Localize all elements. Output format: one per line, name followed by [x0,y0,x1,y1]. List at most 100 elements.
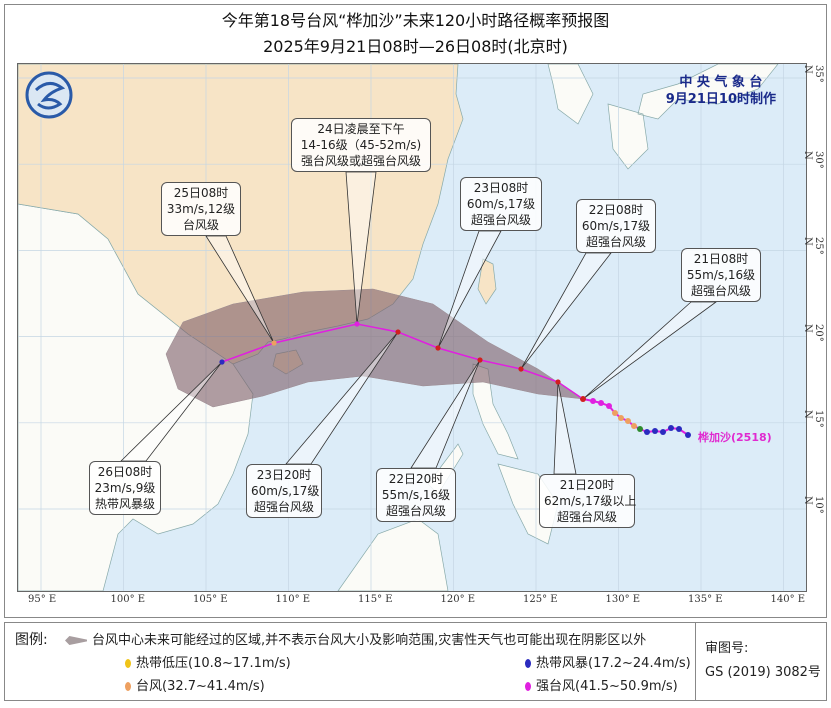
past-track-point [631,423,637,429]
legend-cone-label: 台风中心未来可能经过的区域,并不表示台风大小及影响范围,灾害性天气也可能出现在阴… [92,633,647,648]
legend-cone-item: 台风中心未来可能经过的区域,并不表示台风大小及影响范围,灾害性天气也可能出现在阴… [65,629,646,648]
callout-line: 24日凌晨至下午 [317,122,405,136]
intensity-dot-icon [525,659,531,668]
callout-line: 超强台风级 [690,284,751,298]
past-track-point [612,410,618,416]
legend-item-label: 热带低压(10.8~17.1m/s) [136,656,291,671]
callout-pointer [437,230,502,349]
callout-line: 台风级 [182,218,219,232]
forecast-point [395,329,401,335]
forecast-point [477,357,483,363]
forecast-point [219,359,225,365]
issuer-name: 中 央 气 象 台 [679,75,763,90]
lat-tick-label: 25° N [802,237,824,256]
callout-line: 22日20时 [388,472,444,486]
callout-line: 23日20时 [256,468,312,482]
map-title: 今年第18号台风“桦加沙”未来120小时路径概率预报图 [221,11,610,30]
lat-tick-label: 15° N [802,409,824,428]
lon-tick-label: 95° E [28,594,57,605]
past-track-point [637,426,643,432]
legend-item: 热带低压(10.8~17.1m/s) [125,652,291,671]
callout-line: 23日08时 [473,181,529,195]
legend-item-label: 强台风(41.5~50.9m/s) [536,679,678,694]
forecast-point [435,345,441,351]
past-track-point [668,425,674,431]
probability-cone [165,288,584,408]
callout-line: 55m/s,16级 [686,268,756,282]
callout-line: 超强台风级 [253,500,314,514]
forecast-point [518,366,524,372]
past-track-point [625,418,631,424]
callout-pointer [520,252,612,370]
forecast-callout: 21日20时 62m/s,17级以上 超强台风级 [539,474,636,528]
callout-line: 21日08时 [693,252,749,266]
land-korea [547,64,594,125]
lon-tick-label: 140° E [770,594,806,605]
map-area: 中 央 气 象 台 9月21日10时制作 桦加沙(2518) 24日凌晨至下午 1… [17,63,807,592]
issue-time: 9月21日10时制作 [665,92,776,107]
forecast-callout: 22日20时 55m/s,16级 超强台风级 [376,468,456,522]
issuer-block: 中 央 气 象 台 9月21日10时制作 [666,74,776,108]
lon-tick-label: 110° E [275,594,311,605]
callout-line: 超强台风级 [470,213,531,227]
forecast-callout: 21日08时 55m/s,16级 超强台风级 [681,248,761,302]
legend-item: 热带风暴(17.2~24.4m/s) [525,652,691,671]
lon-tick-label: 115° E [358,594,393,605]
storm-name-label: 桦加沙(2518) [698,431,772,444]
land-taiwan [477,258,497,305]
cma-logo [25,71,73,119]
lon-tick-label: 120° E [440,594,476,605]
lat-tick-label: 30° N [802,151,824,169]
cone-swatch-icon [65,636,87,645]
forecast-point [580,396,586,402]
past-track-point [598,400,604,406]
callout-line: 60m/s,17级 [466,197,536,211]
callout-line: 21日20时 [559,478,615,492]
callout-line: 超强台风级 [556,510,617,524]
past-track-point [652,428,658,434]
callout-line: 强台风级或超强台风级 [300,154,421,168]
legend-item: 台风(32.7~41.4m/s) [125,675,265,694]
forecast-callout: 22日08时 60m/s,17级 超强台风级 [576,199,656,253]
callout-line: 超强台风级 [585,235,646,249]
forecast-point [354,321,360,327]
review-number-block: 审图号: GS (2019) 3082号 [705,637,821,685]
callout-line: 26日08时 [97,465,153,479]
callout-line: 60m/s,17级 [581,219,651,233]
callout-line: 热带风暴级 [94,497,155,511]
lon-tick-label: 105° E [193,594,228,605]
past-track-point [676,426,682,432]
callout-pointer [205,235,275,344]
review-label: 审图号: [705,641,749,656]
callout-line: 60m/s,17级 [251,484,320,498]
forecast-callout: 23日08时 60m/s,17级 超强台风级 [460,177,542,231]
forecast-point [271,340,277,346]
map-subtitle: 2025年9月21日08时—26日08时(北京时) [263,37,568,56]
callout-pointer [345,171,377,325]
forecast-callout: 26日08时 23m/s,9级 热带风暴级 [89,461,161,515]
forecast-callout: 25日08时 33m/s,12级 台风级 [161,182,241,236]
past-track-point [685,432,691,438]
review-number: GS (2019) 3082号 [705,665,821,680]
forecast-callout: 24日凌晨至下午 14-16级（45-52m/s) 强台风级或超强台风级 [291,118,431,172]
callout-line: 33m/s,12级 [166,202,236,216]
lat-tick-label: 20° N [802,323,824,342]
lon-tick-label: 100° E [110,594,146,605]
callout-line: 超强台风级 [385,504,446,518]
legend-title: 图例: [15,632,48,648]
lon-tick-label: 135° E [688,594,723,605]
forecast-point [555,379,561,385]
past-track-point [660,429,666,435]
intensity-dot-icon [525,682,531,691]
callout-pointers [120,171,718,475]
intensity-dot-icon [125,682,131,691]
callout-line: 55m/s,16级 [381,488,451,502]
past-track-point [606,403,612,409]
legend: 图例: 台风中心未来可能经过的区域,并不表示台风大小及影响范围,灾害性天气也可能… [4,622,827,701]
figure-frame [4,4,827,618]
lon-tick-label: 125° E [523,594,558,605]
land-japan [607,64,779,170]
lat-tick-label: 35° N [802,65,824,83]
callout-line: 14-16级（45-52m/s) [300,138,422,152]
